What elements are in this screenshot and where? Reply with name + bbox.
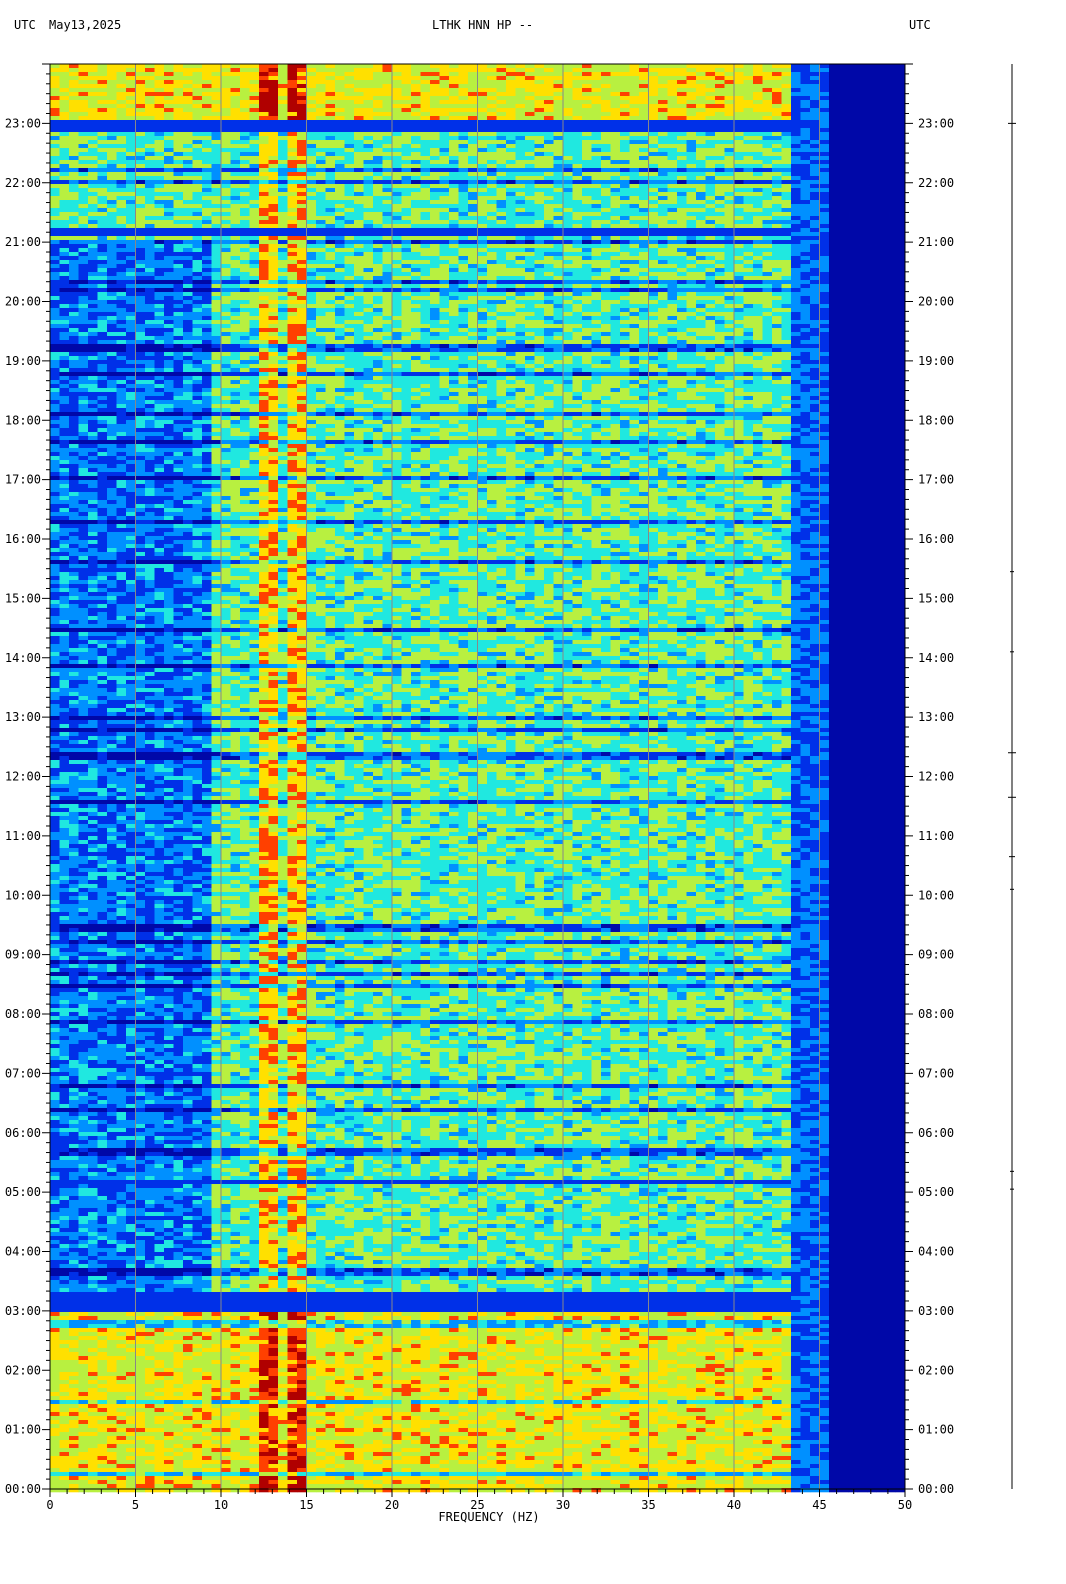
- y-tick-label-left: 10:00: [5, 888, 41, 902]
- x-tick-label: 40: [727, 1498, 741, 1512]
- y-tick-label-right: 16:00: [918, 532, 954, 546]
- y-tick-label-left: 04:00: [5, 1245, 41, 1259]
- x-tick-label: 20: [385, 1498, 399, 1512]
- x-axis-label: FREQUENCY (HZ): [438, 1510, 539, 1524]
- y-tick-label-right: 05:00: [918, 1185, 954, 1199]
- y-tick-label-left: 07:00: [5, 1066, 41, 1080]
- y-tick-label-left: 11:00: [5, 829, 41, 843]
- y-tick-label-right: 12:00: [918, 770, 954, 784]
- y-tick-label-right: 07:00: [918, 1066, 954, 1080]
- y-tick-label-left: 17:00: [5, 473, 41, 487]
- y-tick-label-left: 05:00: [5, 1185, 41, 1199]
- x-tick-label: 0: [46, 1498, 53, 1512]
- y-tick-label-right: 22:00: [918, 176, 954, 190]
- y-tick-label-right: 19:00: [918, 354, 954, 368]
- side-trace: [1008, 64, 1016, 1489]
- y-tick-label-right: 14:00: [918, 651, 954, 665]
- y-tick-label-left: 03:00: [5, 1304, 41, 1318]
- y-tick-label-right: 13:00: [918, 710, 954, 724]
- y-tick-label-left: 23:00: [5, 116, 41, 130]
- x-tick-label: 10: [214, 1498, 228, 1512]
- y-tick-label-right: 01:00: [918, 1423, 954, 1437]
- y-tick-label-left: 20:00: [5, 295, 41, 309]
- y-tick-label-left: 22:00: [5, 176, 41, 190]
- y-tick-label-left: 06:00: [5, 1126, 41, 1140]
- y-tick-label-left: 21:00: [5, 235, 41, 249]
- y-tick-label-right: 03:00: [918, 1304, 954, 1318]
- y-tick-label-left: 18:00: [5, 413, 41, 427]
- y-tick-label-right: 02:00: [918, 1363, 954, 1377]
- y-tick-label-right: 08:00: [918, 1007, 954, 1021]
- y-tick-label-right: 10:00: [918, 888, 954, 902]
- y-tick-label-right: 21:00: [918, 235, 954, 249]
- y-tick-label-right: 18:00: [918, 413, 954, 427]
- y-tick-label-left: 13:00: [5, 710, 41, 724]
- x-tick-label: 50: [898, 1498, 912, 1512]
- y-tick-label-right: 06:00: [918, 1126, 954, 1140]
- x-tick-label: 35: [641, 1498, 655, 1512]
- y-tick-label-left: 01:00: [5, 1423, 41, 1437]
- y-tick-label-left: 09:00: [5, 948, 41, 962]
- y-tick-label-left: 19:00: [5, 354, 41, 368]
- y-tick-label-left: 16:00: [5, 532, 41, 546]
- x-tick-label: 5: [132, 1498, 139, 1512]
- y-tick-label-right: 09:00: [918, 948, 954, 962]
- y-tick-label-right: 15:00: [918, 591, 954, 605]
- y-tick-label-left: 12:00: [5, 770, 41, 784]
- y-tick-label-right: 00:00: [918, 1482, 954, 1496]
- y-tick-label-left: 08:00: [5, 1007, 41, 1021]
- y-tick-label-right: 04:00: [918, 1245, 954, 1259]
- x-tick-label: 45: [812, 1498, 826, 1512]
- x-tick-label: 30: [556, 1498, 570, 1512]
- y-tick-label-left: 00:00: [5, 1482, 41, 1496]
- y-tick-label-right: 20:00: [918, 295, 954, 309]
- y-tick-label-right: 11:00: [918, 829, 954, 843]
- y-tick-label-right: 17:00: [918, 473, 954, 487]
- y-tick-label-right: 23:00: [918, 116, 954, 130]
- y-tick-label-left: 14:00: [5, 651, 41, 665]
- y-tick-label-left: 02:00: [5, 1363, 41, 1377]
- y-tick-label-left: 15:00: [5, 591, 41, 605]
- x-tick-label: 15: [299, 1498, 313, 1512]
